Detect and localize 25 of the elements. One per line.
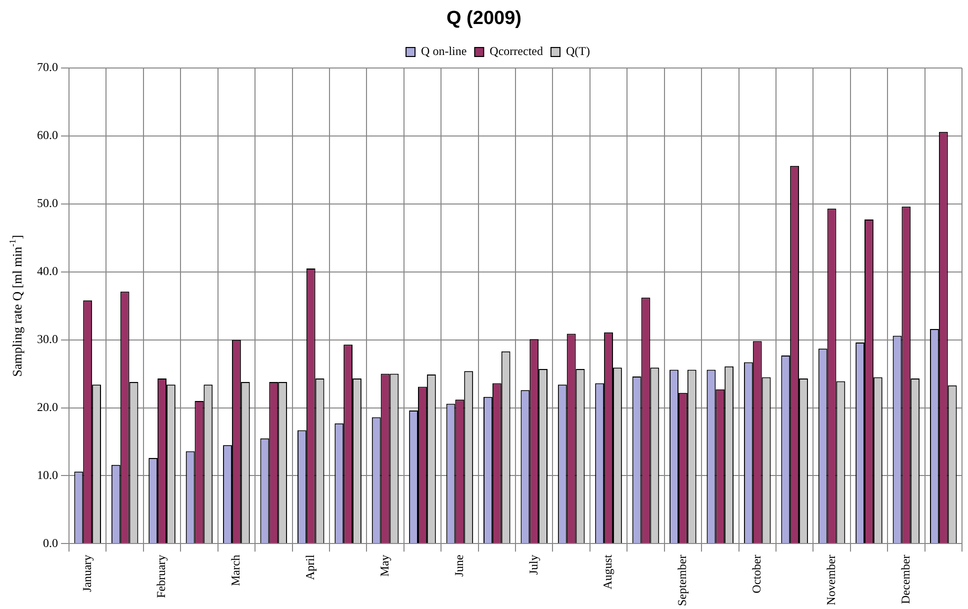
y-axis-title: Sampling rate Q [ml min-1] — [7, 234, 24, 377]
x-tick-label: October — [750, 554, 764, 594]
x-tick-label: March — [228, 554, 243, 586]
x-tick-label: May — [377, 554, 392, 577]
x-tick-label: December — [898, 554, 912, 604]
legend-label: Qcorrected — [490, 44, 543, 58]
y-tick-label: 60.0 — [37, 128, 58, 142]
y-tick-label: 20.0 — [37, 400, 58, 414]
y-tick-label: 0.0 — [43, 536, 58, 550]
x-tick-label: January — [80, 554, 94, 592]
y-tick-label: 30.0 — [37, 332, 58, 346]
x-tick-label: February — [154, 554, 168, 598]
y-tick-label: 70.0 — [37, 60, 58, 74]
y-tick-label: 50.0 — [37, 196, 58, 210]
chart-title: Q (2009) — [446, 8, 522, 31]
y-tick-label: 40.0 — [37, 264, 58, 278]
legend-label: Q on-line — [421, 44, 467, 58]
legend-label: Q(T) — [566, 44, 590, 58]
x-tick-label: September — [675, 554, 690, 606]
x-tick-label: August — [600, 554, 615, 590]
x-tick-label: June — [452, 554, 466, 577]
x-tick-label: July — [526, 554, 540, 575]
x-tick-label: November — [824, 554, 838, 606]
x-tick-label: April — [303, 554, 318, 580]
y-tick-label: 10.0 — [37, 468, 58, 482]
